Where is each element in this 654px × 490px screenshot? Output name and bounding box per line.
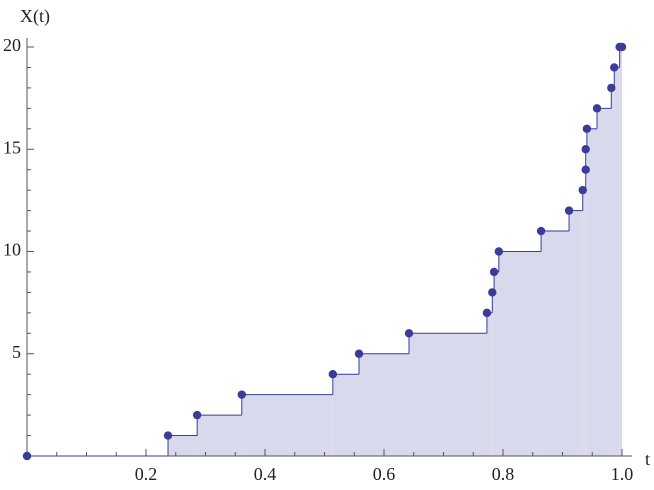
point xyxy=(192,410,202,420)
x-tick-label: 0.8 xyxy=(492,464,515,484)
area-step xyxy=(332,374,360,456)
area-step xyxy=(597,108,612,456)
point xyxy=(581,165,590,174)
area-step xyxy=(408,333,487,456)
point xyxy=(22,451,32,461)
point xyxy=(237,390,246,399)
x-tick-label: 1.0 xyxy=(611,464,634,484)
area-step xyxy=(492,292,495,456)
point xyxy=(610,63,619,72)
point xyxy=(536,226,546,236)
point xyxy=(328,370,338,379)
area-step xyxy=(494,271,499,456)
point xyxy=(617,42,627,52)
point xyxy=(581,145,590,154)
area-step xyxy=(168,435,198,456)
x-tick-label: 0.6 xyxy=(373,464,396,484)
y-tick-label: 10 xyxy=(3,240,21,260)
area-step xyxy=(569,210,583,456)
area-step xyxy=(611,87,615,457)
area-step xyxy=(614,67,620,456)
y-tick-label: 20 xyxy=(3,35,21,55)
area-step xyxy=(498,251,542,456)
point xyxy=(489,267,499,277)
point xyxy=(592,104,602,113)
area-step xyxy=(359,353,409,456)
area-step xyxy=(619,47,622,456)
point xyxy=(482,308,492,318)
point xyxy=(607,83,616,93)
x-tick-label: 0.2 xyxy=(135,464,158,484)
point xyxy=(582,124,592,133)
point xyxy=(578,185,587,195)
point xyxy=(163,431,173,440)
y-tick-label: 5 xyxy=(12,342,21,362)
area-step xyxy=(241,394,333,456)
point xyxy=(354,349,364,358)
area-step xyxy=(586,128,598,457)
x-tick-label: 0.4 xyxy=(254,464,277,484)
point xyxy=(404,329,414,338)
area-step xyxy=(585,149,587,456)
x-axis-label: t xyxy=(645,449,650,469)
area-step xyxy=(582,190,586,456)
point xyxy=(494,247,504,256)
area-step xyxy=(541,231,570,456)
point xyxy=(488,288,497,297)
area-step xyxy=(486,312,493,456)
area-step xyxy=(197,415,242,456)
y-tick-label: 15 xyxy=(3,137,21,157)
point xyxy=(564,206,574,215)
y-axis-label: X(t) xyxy=(20,6,50,27)
